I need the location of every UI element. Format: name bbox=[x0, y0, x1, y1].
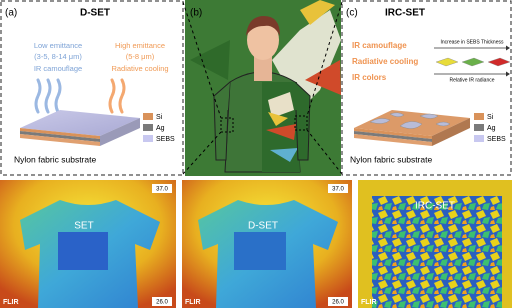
image-label: SET bbox=[74, 221, 93, 232]
feature-text: IR colors bbox=[352, 73, 387, 82]
panel-label: (c) bbox=[346, 8, 358, 19]
right-text: (5-8 μm) bbox=[126, 52, 155, 61]
scale-max: 37.0 bbox=[332, 187, 344, 193]
thermal-image: SET 37.0 26.0 FLIR bbox=[0, 180, 176, 308]
scale-min: 26.0 bbox=[156, 300, 168, 306]
legend-swatch bbox=[143, 135, 153, 142]
right-text: High emittance bbox=[115, 41, 165, 50]
panel-border bbox=[1, 1, 183, 175]
panel-title: D-SET bbox=[80, 8, 110, 19]
legend-swatch bbox=[143, 113, 153, 120]
legend-label: SEBS bbox=[156, 136, 175, 143]
legend-label: Ag bbox=[487, 125, 496, 132]
legend-swatch bbox=[143, 124, 153, 131]
camera-logo: FLIR bbox=[3, 299, 19, 306]
panel-c: (c) IRC-SET IR camouflage Radiative cool… bbox=[342, 1, 511, 175]
layer-slab bbox=[354, 110, 470, 146]
radiance-label: Relative IR radiance bbox=[449, 77, 494, 83]
legend-swatch bbox=[474, 135, 484, 142]
layer-slab bbox=[20, 110, 140, 146]
panel-b: (b) bbox=[183, 0, 342, 176]
panel-a: (a) D-SET Low emittance (3-5, 8-14 μm) I… bbox=[1, 1, 183, 175]
camera-logo: FLIR bbox=[185, 299, 201, 306]
substrate-label: Nylon fabric substrate bbox=[14, 154, 96, 164]
legend-swatch bbox=[474, 113, 484, 120]
panel-label: (b) bbox=[190, 8, 202, 19]
substrate-label: Nylon fabric substrate bbox=[350, 154, 432, 164]
emission-arrows bbox=[36, 80, 124, 112]
panel-title: IRC-SET bbox=[385, 8, 425, 19]
left-text: Low emittance bbox=[34, 41, 82, 50]
legend-label: Si bbox=[487, 114, 494, 121]
feature-text: IR camouflage bbox=[352, 41, 407, 50]
thermal-image: D-SET 37.0 26.0 FLIR bbox=[182, 180, 352, 308]
legend-swatch bbox=[474, 124, 484, 131]
image-label: IRC-SET bbox=[415, 201, 455, 212]
image-label: D-SET bbox=[248, 221, 278, 232]
camera-logo: FLIR bbox=[361, 299, 377, 306]
feature-text: Radiative cooling bbox=[352, 57, 418, 66]
left-text: IR camouflage bbox=[34, 64, 82, 73]
panel-label: (a) bbox=[5, 8, 17, 19]
right-text: Radiative cooling bbox=[111, 64, 168, 73]
scale-min: 26.0 bbox=[332, 300, 344, 306]
panel-border bbox=[342, 1, 511, 175]
legend-label: Si bbox=[156, 114, 163, 121]
figure: (a) D-SET Low emittance (3-5, 8-14 μm) I… bbox=[0, 0, 512, 308]
legend-label: SEBS bbox=[487, 136, 506, 143]
left-text: (3-5, 8-14 μm) bbox=[34, 52, 82, 61]
thickness-label: Increase in SEBS Thickness bbox=[441, 39, 504, 45]
scale-max: 37.0 bbox=[156, 187, 168, 193]
legend-label: Ag bbox=[156, 125, 165, 132]
thermal-image: IRC-SET FLIR bbox=[358, 180, 512, 308]
